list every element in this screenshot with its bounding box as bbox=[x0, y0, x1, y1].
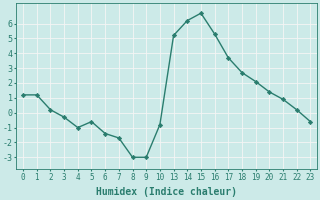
X-axis label: Humidex (Indice chaleur): Humidex (Indice chaleur) bbox=[96, 187, 237, 197]
